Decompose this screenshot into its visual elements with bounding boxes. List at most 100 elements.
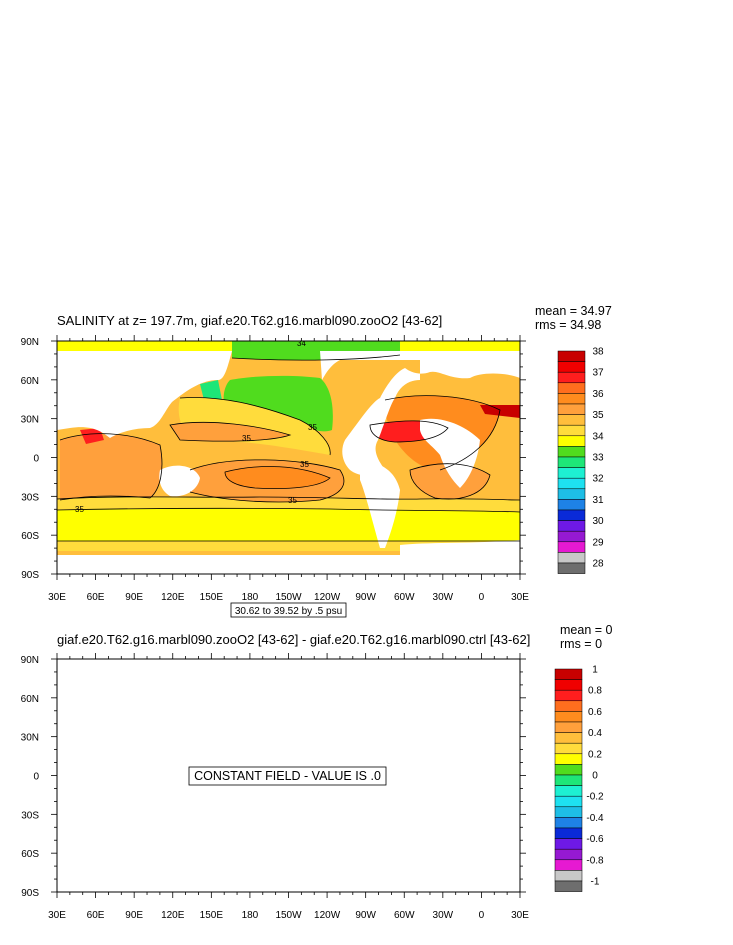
contour-lines: [57, 354, 520, 542]
x-tick-label: 150E: [200, 910, 224, 921]
north-pacific-transition: [178, 397, 331, 455]
arabian-sea-max: [80, 428, 104, 444]
colorbar-swatch: [557, 382, 586, 394]
colorbar-swatch: [557, 541, 586, 553]
colorbar-swatch: [554, 742, 583, 755]
colorbar-swatch: [554, 827, 583, 839]
colorbar-label: 30: [592, 516, 604, 527]
contour-line: [57, 496, 520, 501]
colorbar-label: 0.4: [588, 728, 602, 739]
x-tick-label: 30E: [48, 910, 66, 921]
x-tick-label: 30E: [511, 592, 529, 603]
x-tick-label: 60W: [394, 592, 415, 603]
x-tick-label: 60E: [87, 910, 105, 921]
contour-label: 35: [300, 460, 309, 469]
colorbar-swatch: [554, 859, 583, 871]
contour-note: 30.62 to 39.52 by .5 psu: [235, 606, 342, 617]
x-tick-label: 0: [479, 910, 485, 921]
colorbar-label: 32: [592, 474, 604, 485]
contour-note-box: [230, 602, 347, 618]
colorbar-swatch: [557, 393, 586, 405]
x-tick-label: 120E: [161, 910, 185, 921]
colorbar-swatch: [557, 403, 586, 415]
y-tick-label: 90N: [21, 337, 39, 348]
salinity-mean: mean = 34.97: [535, 304, 612, 318]
x-tick-label: 120W: [314, 910, 341, 921]
y-tick-label: 30S: [21, 492, 39, 503]
colorbar-label: 31: [592, 495, 604, 506]
contour-line: [231, 354, 401, 361]
colorbar-label: 29: [592, 537, 604, 548]
contour-label: 34: [297, 339, 306, 348]
y-tick-label: 30S: [21, 810, 39, 821]
colorbar-label: 0.8: [588, 686, 602, 697]
colorbar-swatch: [557, 552, 586, 564]
colorbar-label: 34: [592, 431, 604, 442]
colorbar-swatch: [557, 414, 586, 426]
y-tick-label: 90S: [21, 570, 39, 581]
colorbar-swatch: [554, 870, 583, 882]
colorbar-swatch: [557, 350, 586, 362]
colorbar-label: 0.2: [588, 749, 602, 760]
contour-label: 35: [308, 423, 317, 432]
y-tick-label: 0: [33, 454, 39, 465]
salinity-axis-ticks: [51, 335, 526, 580]
x-tick-label: 90E: [125, 910, 143, 921]
contour-line: [224, 466, 331, 489]
salinity-map: 34 35 35 35 35 35: [57, 339, 520, 574]
colorbar-label: 1: [592, 665, 598, 676]
contour-line: [179, 397, 331, 456]
y-tick-label: 90S: [21, 888, 39, 899]
colorbar-label: -1: [591, 877, 600, 888]
colorbar-swatch: [554, 817, 583, 829]
colorbar-swatch: [557, 488, 586, 500]
colorbar-swatch: [554, 785, 583, 797]
colorbar-label: 0.6: [588, 707, 602, 718]
y-tick-label: 60S: [21, 531, 39, 542]
salinity-x-labels: 30E 60E 90E 120E 150E 180 150W 120W 90W …: [48, 592, 529, 603]
contour-line: [369, 420, 449, 443]
difference-colorbar: [554, 668, 583, 892]
salinity-rms: rms = 34.98: [535, 318, 601, 332]
colorbar-swatch: [557, 499, 586, 511]
x-tick-label: 120E: [161, 592, 185, 603]
constant-field-message: CONSTANT FIELD - VALUE IS .0: [194, 769, 381, 783]
salinity-colorbar-labels: 38 37 36 35 34 33 32 31 30 29 28: [592, 347, 604, 570]
contour-line: [409, 463, 491, 500]
colorbar-swatch: [554, 689, 583, 702]
colorbar-swatch: [554, 764, 583, 776]
difference-x-labels: 30E 60E 90E 120E 150E 180 150W 120W 90W …: [48, 910, 529, 921]
colorbar-label: -0.6: [586, 834, 604, 845]
colorbar-swatch: [554, 679, 583, 691]
difference-y-labels: 90N 60N 30N 0 30S 60S 90S: [21, 655, 40, 899]
x-tick-label: 180: [242, 592, 259, 603]
contour-labels: 34 35 35 35 35 35: [75, 339, 317, 514]
contour-label: 35: [242, 434, 251, 443]
africa-land: [420, 418, 480, 488]
x-tick-label: 150W: [275, 592, 302, 603]
x-tick-label: 60W: [394, 910, 415, 921]
antarctic-peninsula: [400, 540, 520, 556]
colorbar-swatch: [554, 806, 583, 818]
y-tick-label: 30N: [21, 415, 39, 426]
x-tick-label: 90W: [355, 592, 376, 603]
salinity-title: SALINITY at z= 197.7m, giaf.e20.T62.g16.…: [57, 313, 442, 328]
colorbar-swatch: [554, 774, 583, 786]
north-pacific-subtropical: [170, 422, 290, 442]
salinity-y-labels: 90N 60N 30N 0 30S 60S 90S: [21, 337, 40, 581]
difference-title: giaf.e20.T62.g16.marbl090.zooO2 [43-62] …: [57, 632, 530, 647]
x-tick-label: 30W: [433, 910, 454, 921]
colorbar-swatch: [554, 795, 583, 808]
difference-colorbar-labels: 1 0.8 0.6 0.4 0.2 0 -0.2 -0.4 -0.6 -0.8 …: [586, 665, 604, 888]
colorbar-swatch: [557, 361, 586, 373]
x-tick-label: 150W: [275, 910, 302, 921]
colorbar-swatch: [554, 880, 583, 892]
colorbar-swatch: [557, 424, 586, 437]
x-tick-label: 90E: [125, 592, 143, 603]
colorbar-label: -0.8: [586, 855, 604, 866]
colorbar-swatch: [554, 668, 583, 680]
colorbar-swatch: [554, 753, 583, 765]
difference-rms: rms = 0: [560, 637, 602, 651]
southern-edge-band: [57, 541, 520, 551]
colorbar-label: 38: [592, 347, 604, 358]
